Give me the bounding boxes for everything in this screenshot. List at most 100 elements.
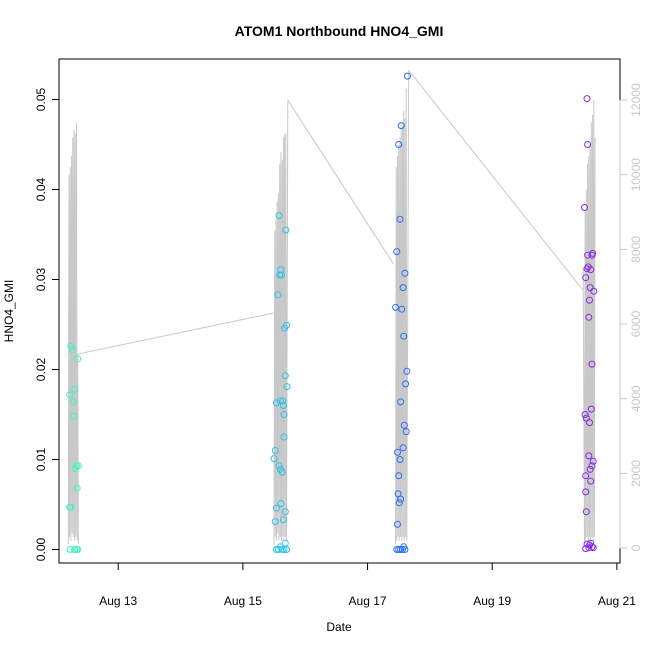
data-point-flight-2-12: [280, 433, 288, 441]
plot-frame: [58, 58, 621, 564]
x-tick-label: Aug 19: [473, 594, 511, 608]
y-tick-label: 0.03: [34, 267, 48, 291]
data-point-flight-3-23: [394, 520, 401, 528]
y-axis: 0.00 0.01 0.02 0.03 0.04 0.05: [34, 87, 60, 561]
data-point-flight-2-21: [280, 411, 288, 418]
y-tick-label: 0.02: [34, 357, 48, 381]
data-point-flight-3-10: [401, 269, 409, 277]
data-point-flight-2-8: [277, 266, 285, 274]
data-point-flight-4-2: [582, 274, 590, 282]
data-points-layer: [66, 72, 598, 553]
data-point-flight-4-12: [586, 296, 593, 304]
data-point-flight-3-8: [399, 284, 407, 292]
data-point-flight-4-19: [587, 405, 595, 413]
data-point-flight-3-11: [402, 380, 410, 388]
data-point-flight-4-23: [586, 465, 594, 473]
data-point-flight-2-15: [282, 226, 290, 234]
data-point-flight-4-5: [585, 313, 593, 321]
x-tick-label: Aug 15: [224, 594, 262, 608]
data-point-flight-2-9: [278, 271, 285, 279]
y2-tick-label: 4000: [629, 385, 643, 412]
data-point-flight-3-3: [394, 448, 401, 456]
altitude-connector-2: [287, 99, 395, 265]
data-point-flight-2-5: [275, 212, 283, 220]
data-point-flight-1-9: [74, 355, 82, 363]
data-point-flight-3-15: [397, 398, 405, 406]
data-point-flight-2-31: [280, 546, 288, 553]
altitude-trace-layer: [67, 69, 596, 545]
data-point-flight-4-27: [582, 508, 590, 516]
y2-tick-label: 6000: [629, 310, 643, 337]
y2-tick-label: 10000: [629, 158, 643, 192]
x-tick-label: Aug 17: [349, 594, 387, 608]
data-point-flight-1-1: [66, 391, 74, 399]
data-point-flight-3-6: [397, 122, 405, 130]
data-point-flight-3-16: [400, 421, 408, 429]
data-point-flight-3-29: [401, 546, 409, 553]
data-point-flight-2-32: [281, 539, 289, 547]
y2-tick-label: 2000: [629, 460, 643, 487]
chart-title: ATOM1 Northbound HNO4_GMI: [235, 23, 444, 39]
data-point-flight-3-22: [397, 495, 405, 503]
data-point-flight-4-10: [590, 287, 598, 295]
x-tick-label: Aug 13: [99, 594, 137, 608]
data-point-flight-2-33: [283, 546, 290, 553]
data-point-flight-4-11: [584, 251, 592, 259]
data-point-flight-3-2: [393, 248, 401, 256]
data-point-flight-1-15: [71, 546, 79, 553]
altitude-trace-flight-4: [582, 100, 596, 545]
data-point-flight-4-21: [589, 457, 597, 465]
y-tick-label: 0.04: [34, 177, 48, 201]
data-point-flight-4-20: [585, 452, 593, 460]
altitude-trace-flight-3: [395, 70, 410, 545]
y2-tick-label: 0: [629, 544, 643, 551]
data-point-flight-3-13: [402, 428, 410, 436]
data-point-flight-2-4: [274, 291, 282, 299]
data-point-flight-2-11: [279, 402, 287, 409]
data-point-flight-1-2: [67, 342, 75, 350]
data-point-flight-1-10: [73, 484, 81, 492]
data-point-flight-4-15: [581, 411, 589, 418]
y2-tick-label: 8000: [629, 236, 643, 263]
data-point-flight-3-18: [396, 456, 404, 463]
data-point-flight-1-6: [71, 385, 79, 393]
y-tick-label: 0.01: [34, 447, 48, 471]
data-point-flight-3-7: [398, 305, 406, 313]
data-point-flight-3-12: [403, 367, 411, 375]
y-tick-label: 0.00: [34, 537, 48, 561]
altitude-connector-3: [408, 69, 584, 291]
data-point-flight-2-18: [275, 462, 283, 470]
data-point-flight-4-14: [584, 141, 592, 148]
x-axis: Aug 13 Aug 15 Aug 17 Aug 19 Aug 21: [99, 562, 636, 608]
data-point-flight-1-11: [74, 462, 82, 470]
altitude-connector-1: [78, 312, 275, 355]
data-point-flight-4-3: [583, 265, 591, 273]
altitude-trace-flight-1: [67, 122, 79, 545]
y-tick-label: 0.05: [34, 87, 48, 111]
data-point-flight-4-1: [581, 204, 588, 211]
data-point-flight-2-2: [271, 447, 279, 454]
data-point-flight-1-17: [74, 546, 82, 553]
data-point-flight-1-5: [70, 412, 78, 420]
data-point-flight-4-17: [586, 419, 593, 427]
x-axis-label: Date: [326, 620, 352, 634]
data-point-flight-4-34: [586, 541, 593, 549]
y2-tick-label: 12000: [629, 83, 643, 117]
data-point-flight-2-3: [273, 399, 280, 407]
data-point-flight-1-3: [68, 346, 76, 354]
data-point-flight-3-4: [395, 141, 403, 148]
data-point-flight-2-17: [283, 383, 291, 391]
data-point-flight-4-18: [588, 360, 596, 368]
data-point-flight-1-13: [67, 503, 75, 511]
data-point-flight-4-13: [583, 95, 591, 103]
data-point-flight-3-9: [400, 332, 408, 340]
data-point-flight-4-28: [582, 545, 590, 553]
data-point-flight-2-10: [279, 397, 287, 405]
data-point-flight-3-17: [399, 444, 407, 452]
data-point-flight-2-22: [273, 504, 280, 512]
data-point-flight-4-22: [588, 462, 596, 470]
data-point-flight-3-19: [395, 472, 403, 480]
data-point-flight-2-23: [277, 500, 285, 508]
data-point-flight-3-1: [392, 303, 400, 311]
